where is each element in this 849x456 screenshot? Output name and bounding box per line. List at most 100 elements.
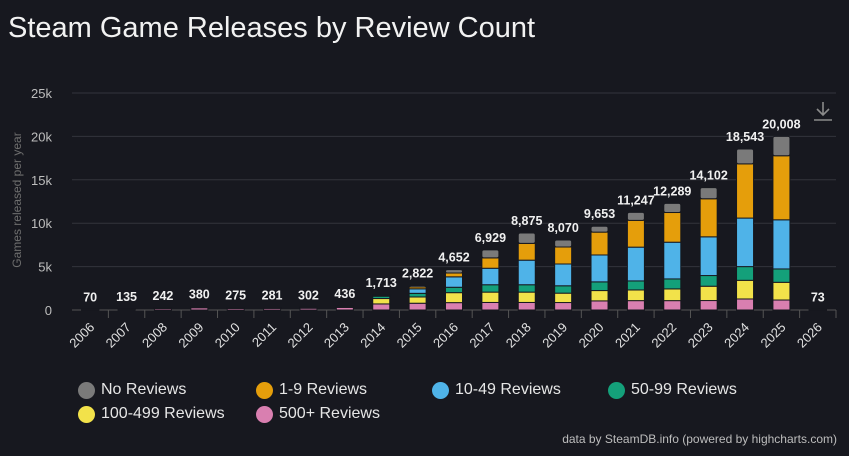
x-tick-label: 2019 (539, 320, 570, 351)
legend-item-1-9-reviews[interactable]: 1-9 Reviews (256, 381, 367, 399)
bar-segment (445, 302, 463, 311)
legend-item-10-49-reviews[interactable]: 10-49 Reviews (432, 381, 561, 399)
bar-segment (772, 281, 791, 301)
bar-segment (663, 241, 682, 280)
bar-segment (408, 285, 427, 288)
x-tick-label: 2016 (430, 320, 461, 351)
bar-segment (626, 246, 645, 282)
bar-segment (517, 232, 536, 244)
y-tick-label: 5k (38, 260, 52, 275)
bar-segment (736, 298, 755, 311)
bar-segment (772, 219, 791, 270)
bar-segment (736, 217, 755, 268)
bar-segment (517, 284, 536, 293)
bar-segment (554, 285, 573, 294)
bar-segment (699, 236, 718, 277)
bar-segment (772, 299, 791, 311)
bar-segment (736, 163, 755, 219)
data-label: 242 (153, 289, 174, 303)
x-tick-label: 2021 (612, 320, 643, 351)
data-label: 380 (189, 288, 210, 302)
bar-segment (190, 306, 209, 308)
x-tick-label: 2008 (139, 320, 170, 351)
data-label: 18,543 (726, 130, 764, 144)
data-label: 4,652 (438, 251, 469, 265)
legend-swatch (256, 405, 273, 423)
legend-item-500-plus-reviews[interactable]: 500+ Reviews (256, 405, 380, 423)
legend-label: 100-499 Reviews (101, 405, 225, 422)
data-label: 6,929 (475, 231, 506, 245)
bar-segment (590, 254, 609, 283)
legend-label: 10-49 Reviews (455, 381, 561, 398)
data-label: 1,713 (366, 276, 397, 290)
x-tick-label: 2013 (321, 320, 352, 351)
bar-segment (517, 259, 536, 286)
bar-segment (517, 301, 536, 311)
bar-segment (736, 148, 755, 165)
bar-segment (408, 292, 427, 298)
bar-segment (736, 266, 755, 281)
x-tick-label: 2026 (794, 320, 825, 351)
bar-segment (699, 300, 718, 311)
download-icon[interactable] (812, 100, 834, 122)
y-axis-title: Games released per year (10, 132, 24, 267)
x-tick-label: 2025 (757, 320, 788, 351)
legend-swatch (78, 405, 95, 423)
legend-label: No Reviews (101, 381, 187, 398)
bar-segment (699, 275, 718, 287)
data-label: 135 (116, 290, 137, 304)
bar-segment (554, 263, 573, 287)
bar-segment (372, 294, 391, 297)
bar-segment (772, 135, 791, 157)
bar-segment (263, 307, 282, 309)
credit-link[interactable]: data by SteamDB.info (powered by highcha… (562, 432, 837, 446)
bar-segment (554, 292, 573, 304)
data-label: 436 (334, 287, 355, 301)
bar-segment (299, 306, 318, 309)
legend-item-no-reviews[interactable]: No Reviews (78, 381, 186, 399)
x-tick-label: 2022 (648, 320, 679, 351)
bar-segment (372, 298, 391, 305)
y-tick-label: 20k (31, 129, 52, 144)
legend-item-50-99-reviews[interactable]: 50-99 Reviews (608, 381, 737, 399)
bar-segment (626, 289, 645, 302)
bar-segment (445, 292, 463, 304)
x-tick-label: 2014 (357, 320, 388, 351)
data-label: 20,008 (762, 117, 800, 131)
legend-item-100-499-reviews[interactable]: 100-499 Reviews (78, 405, 225, 423)
y-tick-label: 0 (45, 303, 52, 318)
bar-segment (517, 242, 536, 261)
bar-segment (445, 276, 463, 288)
x-tick-label: 2006 (66, 320, 97, 351)
bar-segment (517, 291, 536, 303)
bar-segment (226, 307, 245, 309)
chart-title: Steam Game Releases by Review Count (8, 12, 536, 44)
data-label: 11,247 (617, 193, 655, 207)
bar-segment (663, 288, 682, 302)
y-tick-label: 15k (31, 173, 52, 188)
bar-segment (481, 257, 500, 269)
bar-segment (481, 284, 500, 293)
x-tick-label: 2024 (721, 320, 752, 351)
bar-segment (663, 202, 682, 214)
x-tick-label: 2015 (394, 320, 425, 351)
bar-segment (445, 272, 463, 278)
legend-swatch (432, 381, 449, 399)
data-label: 281 (262, 289, 283, 303)
bar-segment (663, 212, 682, 243)
data-label: 8,070 (548, 221, 579, 235)
data-label: 275 (225, 289, 246, 303)
bar-segment (481, 291, 500, 303)
bar-segment (590, 281, 609, 292)
bar-segment (481, 249, 500, 259)
bar-segment (372, 303, 391, 311)
bar-segment (736, 279, 755, 300)
y-tick-label: 25k (31, 86, 52, 101)
bar-segment (590, 290, 609, 302)
legend-swatch (256, 381, 273, 399)
bar-segment (699, 198, 718, 238)
bar-segment (772, 268, 791, 283)
bar-segment (626, 211, 645, 221)
bar-segment (81, 308, 100, 311)
bar-segment (408, 302, 427, 311)
